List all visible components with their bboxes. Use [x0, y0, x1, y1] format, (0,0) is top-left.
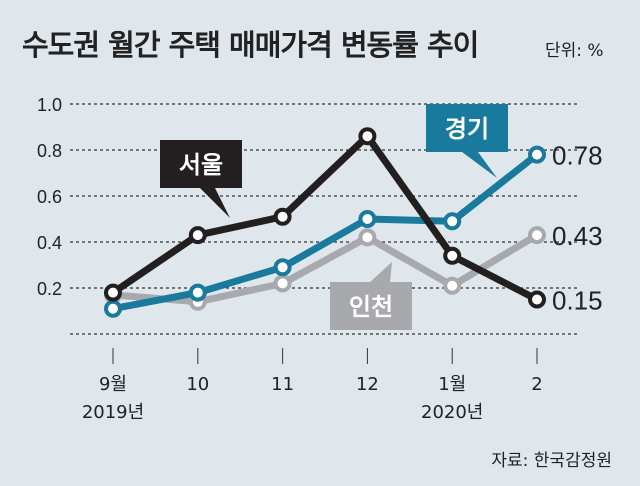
callout-box	[330, 282, 412, 330]
data-point	[188, 226, 207, 245]
legend-label-서울: 서울	[179, 151, 223, 179]
end-value-label: 0.15	[552, 286, 603, 316]
legend-label-경기: 경기	[445, 115, 489, 143]
series-line-경기	[112, 151, 540, 313]
callout-box	[426, 104, 508, 152]
data-point	[358, 127, 377, 146]
data-point	[528, 290, 546, 309]
y-tick-label: 0.6	[37, 187, 62, 207]
year-label: 2020년	[421, 402, 483, 423]
series-line-인천	[112, 232, 539, 306]
data-point	[273, 274, 292, 293]
x-tick-label: 1월	[438, 374, 466, 395]
data-point	[528, 226, 546, 245]
unit-label: 단위: %	[545, 41, 604, 61]
callout-box	[160, 140, 242, 188]
data-point	[443, 212, 462, 231]
x-tick-label: 9월	[99, 374, 127, 395]
data-point	[273, 258, 292, 277]
data-point	[528, 145, 546, 164]
y-tick-label: 0.4	[37, 233, 62, 253]
y-tick-label: 0.2	[37, 279, 62, 299]
data-point	[188, 283, 207, 302]
end-value-label: 0.43	[552, 221, 603, 251]
y-tick-label: 0.8	[37, 141, 62, 161]
chart-title: 수도권 월간 주택 매매가격 변동률 추이	[22, 28, 479, 62]
data-point	[443, 246, 462, 265]
data-point	[443, 276, 462, 295]
series-line-서울	[111, 132, 539, 303]
source-label: 자료: 한국감정원	[491, 451, 612, 471]
data-point	[104, 283, 122, 302]
data-point	[104, 299, 122, 318]
end-value-label: 0.78	[552, 141, 603, 171]
legend-label-인천: 인천	[349, 293, 393, 321]
x-tick-label: 2	[531, 374, 542, 395]
callout-pointer	[462, 152, 497, 178]
x-tick-label: 12	[356, 374, 379, 395]
callout-pointer	[370, 262, 392, 282]
data-point	[273, 207, 292, 226]
year-label: 2019년	[82, 402, 144, 423]
callout-pointer	[200, 188, 230, 218]
x-tick-label: 10	[186, 374, 209, 395]
data-point	[358, 228, 377, 247]
y-tick-label: 1.0	[37, 95, 62, 115]
data-point	[358, 210, 377, 228]
x-tick-label: 11	[271, 374, 294, 395]
